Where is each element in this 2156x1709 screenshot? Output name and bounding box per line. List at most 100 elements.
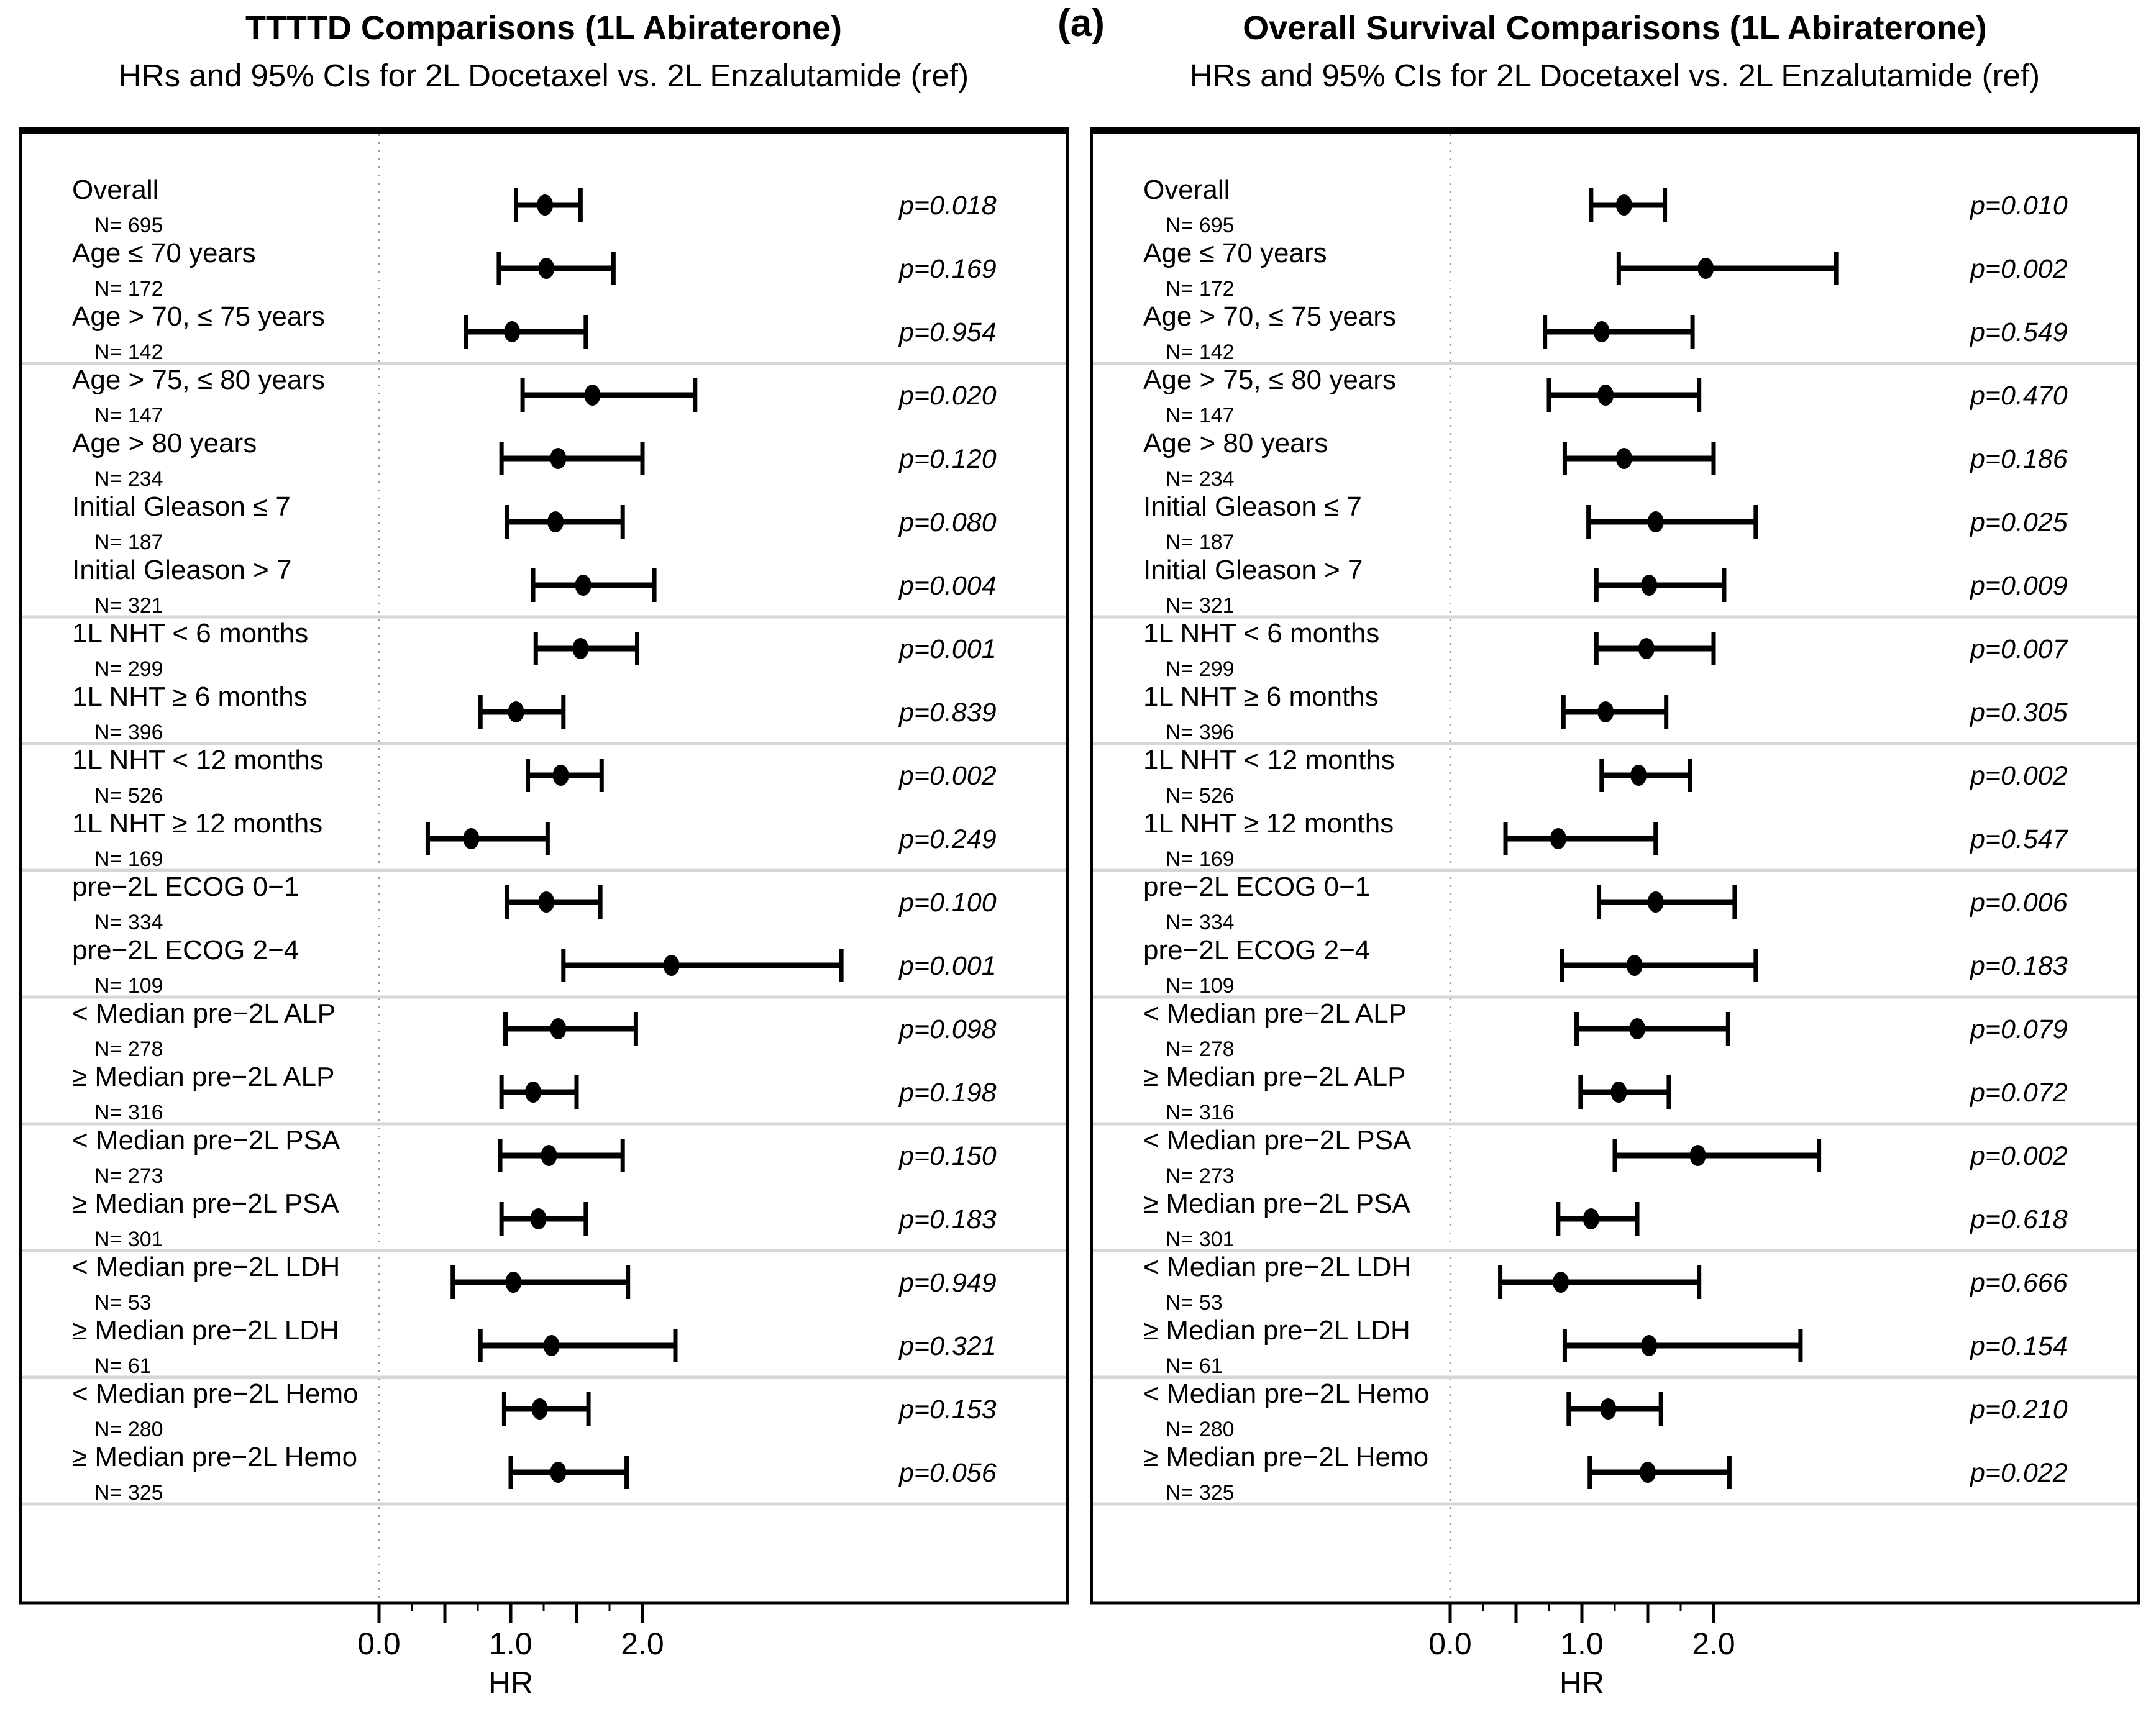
forest-row: Age > 70, ≤ 75 years N= 142 p=0.549	[1143, 301, 2068, 364]
row-label: Overall	[1143, 175, 1230, 205]
point-estimate	[1629, 1018, 1646, 1039]
forest-row: ≥ Median pre−2L ALP N= 316 p=0.072	[1143, 1062, 2068, 1124]
panel-ttttd: TTTTD Comparisons (1L Abiraterone) HRs a…	[19, 0, 1069, 1709]
row-n-label: N= 526	[94, 784, 163, 808]
row-n-label: N= 299	[1166, 657, 1235, 681]
row-label: Age > 80 years	[1143, 428, 1328, 458]
row-label: 1L NHT ≥ 6 months	[1143, 681, 1379, 712]
p-value-label: p=0.072	[1969, 1078, 2068, 1108]
forest-row: Age > 80 years N= 234 p=0.186	[1143, 428, 2068, 491]
axis-title: HR	[1560, 1666, 1604, 1700]
row-n-label: N= 321	[1166, 594, 1235, 618]
panel-title: TTTTD Comparisons (1L Abiraterone)	[245, 9, 843, 47]
row-label: < Median pre−2L Hemo	[72, 1379, 359, 1409]
p-value-label: p=0.210	[1969, 1395, 2068, 1424]
forest-row: Overall N= 695 p=0.018	[72, 175, 997, 237]
point-estimate	[572, 638, 589, 659]
point-estimate	[538, 258, 555, 279]
panel-title: Overall Survival Comparisons (1L Abirate…	[1243, 9, 1987, 47]
forest-row: pre−2L ECOG 0−1 N= 334 p=0.006	[1143, 872, 2068, 934]
row-label: 1L NHT < 6 months	[1143, 618, 1379, 649]
row-n-label: N= 172	[1166, 277, 1235, 301]
row-n-label: N= 273	[94, 1164, 163, 1188]
point-estimate	[538, 891, 555, 913]
row-n-label: N= 301	[1166, 1228, 1235, 1251]
row-label: Age > 70, ≤ 75 years	[72, 301, 325, 332]
p-value-label: p=0.002	[898, 761, 997, 791]
row-n-label: N= 301	[94, 1228, 163, 1251]
point-estimate	[1641, 1335, 1658, 1356]
point-estimate	[1640, 1462, 1656, 1483]
row-label: 1L NHT ≥ 12 months	[72, 808, 322, 839]
point-estimate	[1597, 385, 1614, 406]
forest-row: pre−2L ECOG 0−1 N= 334 p=0.100	[72, 872, 997, 934]
forest-row: 1L NHT < 6 months N= 299 p=0.007	[1143, 618, 2069, 681]
p-value-label: p=0.198	[898, 1078, 997, 1108]
forest-row: Age > 70, ≤ 75 years N= 142 p=0.954	[72, 301, 997, 364]
axis-tick-label: 0.0	[1428, 1626, 1472, 1661]
point-estimate	[547, 511, 564, 532]
p-value-label: p=0.002	[1969, 1141, 2068, 1171]
row-n-label: N= 61	[94, 1354, 152, 1378]
panel-overall-survival: Overall Survival Comparisons (1L Abirate…	[1090, 0, 2140, 1709]
row-label: pre−2L ECOG 0−1	[1143, 872, 1370, 902]
forest-row: Initial Gleason ≤ 7 N= 187 p=0.080	[72, 491, 997, 554]
axis-title: HR	[488, 1666, 533, 1700]
forest-row: Initial Gleason > 7 N= 321 p=0.009	[1143, 555, 2068, 618]
p-value-label: p=0.002	[1969, 761, 2068, 791]
row-label: Overall	[72, 175, 158, 205]
axis-tick-label: 1.0	[489, 1626, 532, 1661]
row-label: ≥ Median pre−2L ALP	[72, 1062, 334, 1092]
row-label: Initial Gleason > 7	[72, 555, 291, 585]
row-n-label: N= 53	[1166, 1291, 1223, 1315]
forest-row: ≥ Median pre−2L Hemo N= 325 p=0.056	[72, 1442, 997, 1505]
p-value-label: p=0.618	[1969, 1205, 2068, 1234]
row-label: Initial Gleason > 7	[1143, 555, 1363, 585]
point-estimate	[1647, 891, 1664, 913]
point-estimate	[525, 1082, 542, 1103]
point-estimate	[504, 321, 521, 342]
row-n-label: N= 695	[1166, 214, 1235, 237]
row-label: Initial Gleason ≤ 7	[72, 491, 291, 522]
row-n-label: N= 280	[94, 1418, 163, 1441]
row-label: Age > 75, ≤ 80 years	[72, 365, 325, 395]
axis-tick-label: 2.0	[621, 1626, 664, 1661]
p-value-label: p=0.153	[898, 1395, 997, 1424]
row-n-label: N= 61	[1166, 1354, 1223, 1378]
point-estimate	[1626, 955, 1643, 976]
row-n-label: N= 325	[94, 1481, 163, 1505]
forest-row: ≥ Median pre−2L ALP N= 316 p=0.198	[72, 1062, 997, 1124]
p-value-label: p=0.120	[898, 444, 997, 474]
p-value-label: p=0.547	[1969, 824, 2069, 854]
forest-row: pre−2L ECOG 2−4 N= 109 p=0.183	[1143, 935, 2068, 998]
axis-tick-label: 1.0	[1560, 1626, 1604, 1661]
row-label: 1L NHT ≥ 12 months	[1143, 808, 1394, 839]
p-value-label: p=0.305	[1969, 698, 2068, 727]
row-label: 1L NHT < 12 months	[72, 745, 324, 775]
point-estimate	[1638, 638, 1655, 659]
row-label: ≥ Median pre−2L Hemo	[72, 1442, 357, 1472]
forest-row: < Median pre−2L LDH N= 53 p=0.949	[72, 1252, 997, 1315]
p-value-label: p=0.549	[1969, 317, 2068, 347]
point-estimate	[1610, 1082, 1627, 1103]
p-value-label: p=0.169	[898, 254, 997, 284]
forest-row: < Median pre−2L ALP N= 278 p=0.079	[1143, 998, 2068, 1061]
row-n-label: N= 234	[94, 467, 163, 491]
row-n-label: N= 273	[1166, 1164, 1235, 1188]
p-value-label: p=0.098	[898, 1014, 997, 1044]
point-estimate	[1689, 1145, 1706, 1166]
row-n-label: N= 278	[1166, 1037, 1235, 1061]
p-value-label: p=0.002	[1969, 254, 2068, 284]
p-value-label: p=0.321	[898, 1331, 997, 1361]
forest-row: Overall N= 695 p=0.010	[1143, 175, 2068, 237]
point-estimate	[1593, 321, 1610, 342]
row-n-label: N= 53	[94, 1291, 152, 1315]
forest-row: < Median pre−2L PSA N= 273 p=0.002	[1143, 1125, 2068, 1188]
p-value-label: p=0.056	[898, 1458, 997, 1488]
forest-row: Initial Gleason > 7 N= 321 p=0.004	[72, 555, 997, 618]
forest-row: ≥ Median pre−2L PSA N= 301 p=0.183	[72, 1188, 997, 1251]
point-estimate	[1630, 765, 1647, 786]
point-estimate	[584, 385, 601, 406]
forest-plot-overall-survival: Overall N= 695 p=0.010 Age ≤ 70 years N= 172…	[1090, 127, 2140, 1700]
p-value-label: p=0.080	[898, 508, 997, 537]
